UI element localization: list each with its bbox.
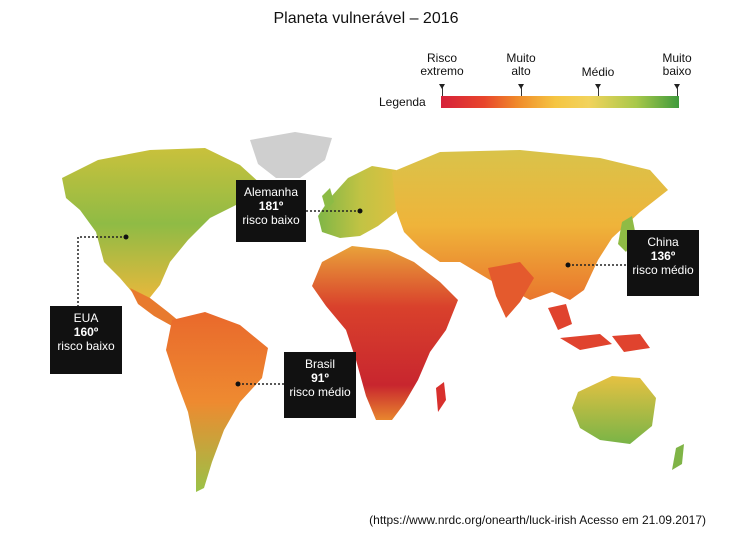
marker-usa [123,234,129,240]
legend-gradient-bar [441,96,679,108]
central-america-shape [130,288,180,326]
india-shape [488,262,534,318]
new-zealand-shape [672,444,684,470]
south-america-shape [166,312,268,492]
callout-usa-name: EUA [73,311,99,325]
callout-usa: EUA 160º risco baixo [50,306,122,374]
southeast-asia-shape [548,304,650,352]
north-america-shape [62,148,262,300]
legend-label-medium: Médio [581,65,615,79]
callout-brazil: Brasil 91º risco médio [284,352,356,418]
source-citation: (https://www.nrdc.org/onearth/luck-irish… [369,513,706,527]
callout-brazil-risk: risco médio [289,385,351,399]
marker-brazil [235,381,241,387]
world-map [62,132,684,492]
australia-shape [572,376,656,444]
legend-tick-medium [595,84,601,96]
europe-shape [318,166,404,238]
legend-label-very-high: Muito alto [506,51,536,78]
legend-tick-extreme [439,84,445,96]
legend-tick-very-high [518,84,524,96]
callout-brazil-name: Brasil [304,357,335,371]
marker-china [565,262,571,268]
callout-china: China 136º risco médio [627,230,699,296]
marker-germany [357,208,363,214]
callout-china-rank: 136º [650,249,676,263]
uk-shape [322,188,334,210]
leader-line-usa [77,236,126,306]
callout-brazil-rank: 91º [311,371,329,385]
callout-germany: Alemanha 181º risco baixo [236,180,306,242]
callout-china-name: China [647,235,679,249]
callout-germany-rank: 181º [258,199,284,213]
callout-usa-rank: 160º [73,325,99,339]
callout-germany-risk: risco baixo [242,213,300,227]
asia-shape [392,150,668,300]
madagascar-shape [436,382,446,412]
callout-china-risk: risco médio [632,263,694,277]
legend-title: Legenda [379,95,426,109]
legend-label-extreme: Risco extremo [420,51,464,78]
legend-tick-very-low [674,84,680,96]
map-title: Planeta vulnerável – 2016 [273,10,459,27]
greenland-shape [250,132,332,178]
legend-label-very-low: Muito baixo [662,51,692,78]
callout-germany-name: Alemanha [243,185,299,199]
africa-shape [312,246,458,420]
callout-usa-risk: risco baixo [57,339,115,353]
